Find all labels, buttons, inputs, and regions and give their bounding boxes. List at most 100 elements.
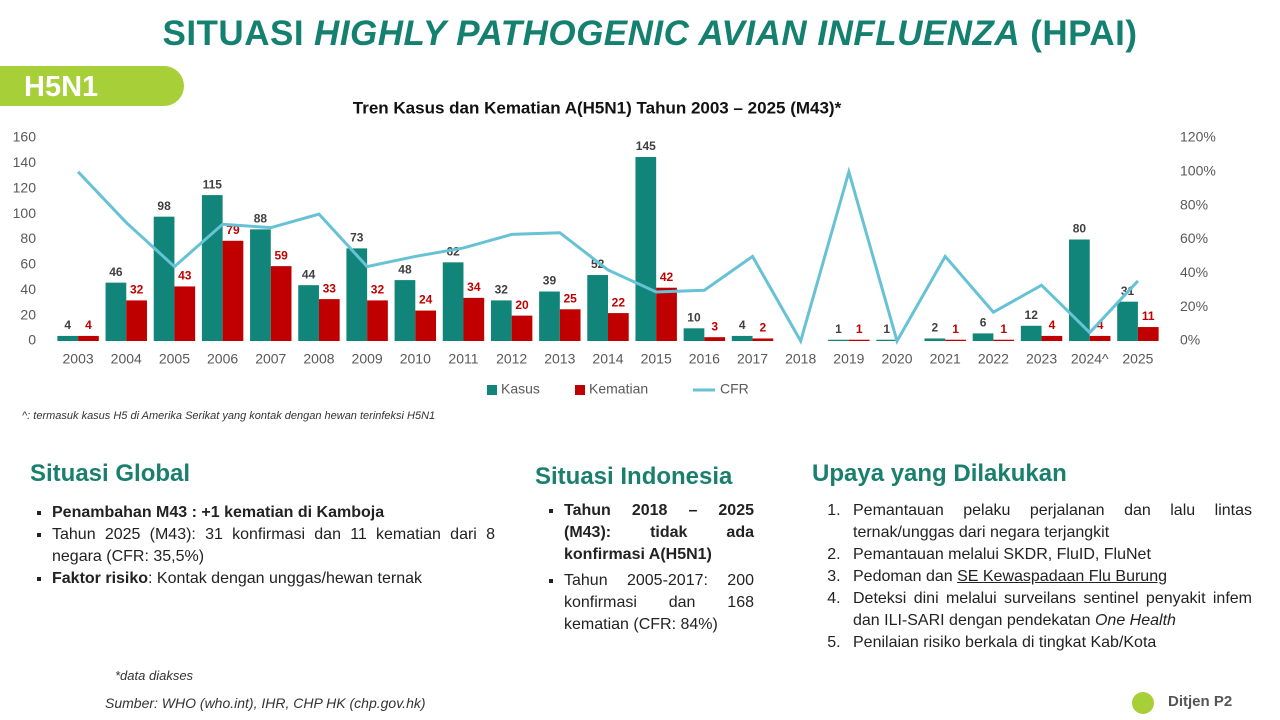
y-tick-label: 160 xyxy=(13,129,37,145)
data-label: 59 xyxy=(274,248,288,262)
data-label: 48 xyxy=(398,262,412,276)
logo-text: Ditjen P2 xyxy=(1168,693,1233,710)
bar xyxy=(463,297,485,341)
x-tick-label: 2005 xyxy=(159,351,190,367)
cfr-line xyxy=(76,166,1140,345)
bar xyxy=(126,300,147,341)
data-label: 33 xyxy=(323,281,337,295)
list-item: Faktor risiko: Kontak dengan unggas/hewa… xyxy=(52,568,495,590)
list-item: Penilaian risiko berkala di tingkat Kab/… xyxy=(845,632,1252,654)
data-label: 11 xyxy=(1142,309,1155,323)
upaya-list: Pemantauan pelaku perjalanan dan lalu li… xyxy=(805,500,1252,654)
x-tick-label: 2017 xyxy=(737,351,768,367)
y2-tick-label: 80% xyxy=(1180,196,1208,212)
y-tick-label: 60 xyxy=(20,256,36,272)
x-tick-label: 2021 xyxy=(930,351,961,367)
bar xyxy=(828,339,849,341)
bar xyxy=(731,335,753,341)
data-label: 1 xyxy=(856,322,863,336)
bar xyxy=(367,300,388,341)
bar xyxy=(1089,335,1111,341)
bar xyxy=(1020,325,1042,341)
data-label: 12 xyxy=(1025,308,1039,322)
data-label: 44 xyxy=(302,267,316,281)
data-label: 6 xyxy=(980,316,987,330)
bar xyxy=(876,339,898,341)
data-label: 32 xyxy=(495,283,509,297)
x-tick-label: 2012 xyxy=(496,351,527,367)
x-tick-label: 2015 xyxy=(641,351,672,367)
data-label: 1 xyxy=(1000,322,1007,336)
x-tick-label: 2003 xyxy=(63,351,94,367)
bar xyxy=(153,216,175,341)
bar xyxy=(608,313,629,341)
list-item: Pemantauan pelaku perjalanan dan lalu li… xyxy=(845,500,1252,544)
data-label: 43 xyxy=(178,269,192,283)
y2-tick-label: 120% xyxy=(1180,129,1216,145)
y-tick-label: 20 xyxy=(20,306,36,322)
data-label: 25 xyxy=(564,291,578,305)
bar xyxy=(972,333,994,341)
bar xyxy=(924,338,946,341)
x-tick-label: 2024^ xyxy=(1071,351,1109,367)
data-label: 32 xyxy=(371,283,385,297)
chart: Tren Kasus dan Kematian A(H5N1) Tahun 20… xyxy=(13,98,1216,396)
item-bold: Faktor risiko xyxy=(52,570,149,587)
legend-swatch xyxy=(575,385,585,395)
list-item: Tahun 2005-2017: 200 konfirmasi dan 168 … xyxy=(564,570,754,636)
list-item: Deteksi dini melalui surveilans sentinel… xyxy=(845,588,1252,632)
bar xyxy=(656,287,677,341)
x-tick-label: 2008 xyxy=(303,351,334,367)
bar xyxy=(105,282,127,341)
bar xyxy=(945,339,966,341)
bar xyxy=(683,328,705,341)
bar xyxy=(1069,239,1090,341)
data-label: 2 xyxy=(932,321,939,335)
logo-icon xyxy=(1132,692,1154,714)
badge: H5N1 xyxy=(0,66,184,106)
bar xyxy=(318,299,340,341)
data-label: 10 xyxy=(687,310,701,324)
data-note: *data diakses xyxy=(115,668,194,683)
bar xyxy=(490,300,512,341)
bar xyxy=(270,266,292,341)
source: Sumber: WHO (who.int), IHR, CHP HK (chp.… xyxy=(105,695,426,711)
data-label: 1 xyxy=(952,322,959,336)
y2-tick-label: 0% xyxy=(1180,332,1200,348)
bar xyxy=(704,337,726,341)
bar xyxy=(394,280,416,341)
bar xyxy=(511,315,533,341)
list-item: Pemantauan melalui SKDR, FluID, FluNet xyxy=(845,544,1252,566)
data-label: 34 xyxy=(467,280,481,294)
data-label: 22 xyxy=(612,295,626,309)
title-suffix: (HPAI) xyxy=(1030,14,1138,53)
item-text: Deteksi dini melalui surveilans sentinel… xyxy=(853,590,1252,629)
data-label: 4 xyxy=(85,318,92,332)
bar xyxy=(1041,335,1063,341)
bar xyxy=(993,339,1015,341)
data-label: 73 xyxy=(350,231,364,245)
x-tick-label: 2022 xyxy=(978,351,1009,367)
x-tick-label: 2007 xyxy=(255,351,286,367)
slide-title: SITUASI HIGHLY PATHOGENIC AVIAN INFLUENZA… xyxy=(0,14,1280,54)
y-tick-label: 0 xyxy=(28,332,36,348)
chart-title: Tren Kasus dan Kematian A(H5N1) Tahun 20… xyxy=(353,98,842,117)
x-tick-label: 2018 xyxy=(785,351,816,367)
y-tick-label: 80 xyxy=(20,230,36,246)
data-label: 2 xyxy=(760,321,767,335)
item-link: SE Kewaspadaan Flu Burung xyxy=(957,568,1167,585)
bar xyxy=(78,335,99,341)
item-text: Pedoman dan xyxy=(853,568,958,585)
data-label: 115 xyxy=(203,177,223,191)
item-text: : Kontak dengan unggas/hewan ternak xyxy=(148,570,423,587)
y-tick-label: 140 xyxy=(13,154,37,170)
title-emphasis: HIGHLY PATHOGENIC AVIAN INFLUENZA xyxy=(314,14,1021,53)
list-item: Penambahan M43 : +1 kematian di Kamboja xyxy=(52,502,495,524)
data-label: 145 xyxy=(636,139,656,153)
bar xyxy=(201,195,223,341)
chart-footnote: ^: termasuk kasus H5 di Amerika Serikat … xyxy=(22,410,436,422)
x-tick-label: 2004 xyxy=(111,351,142,367)
bar xyxy=(539,291,560,341)
y-tick-label: 100 xyxy=(13,205,37,221)
